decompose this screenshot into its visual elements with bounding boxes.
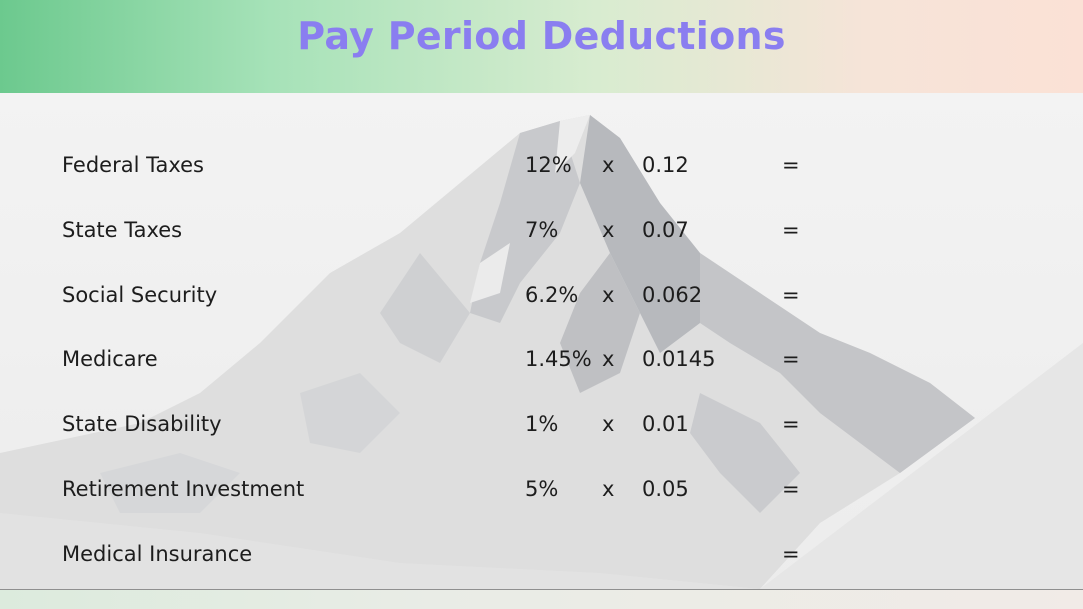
- deduction-label: Social Security: [62, 283, 218, 307]
- multiply-sign: x: [602, 412, 615, 436]
- deduction-decimal: 0.0145: [642, 347, 716, 371]
- deduction-percent: 5%: [525, 477, 559, 501]
- equals-sign: =: [782, 153, 800, 177]
- deduction-decimal: 0.01: [642, 412, 689, 436]
- deduction-row: State Disability 1% x 0.01 =: [0, 404, 1083, 444]
- equals-sign: =: [782, 218, 800, 242]
- deduction-label: Medical Insurance: [62, 542, 253, 566]
- equals-sign: =: [782, 283, 800, 307]
- deduction-row: Medical Insurance =: [0, 534, 1083, 574]
- page-title: Pay Period Deductions: [297, 14, 786, 58]
- deduction-decimal: 0.05: [642, 477, 689, 501]
- mountain-image: [0, 115, 1083, 589]
- equals-sign: =: [782, 477, 800, 501]
- deduction-row: State Taxes 7% x 0.07 =: [0, 210, 1083, 250]
- title-bar: [0, 0, 1083, 93]
- multiply-sign: x: [602, 218, 615, 242]
- deduction-decimal: 0.062: [642, 283, 703, 307]
- deduction-percent: 12%: [525, 153, 572, 177]
- multiply-sign: x: [602, 477, 615, 501]
- bottom-band: [0, 590, 1083, 609]
- deduction-percent: 1.45%: [525, 347, 592, 371]
- deduction-row: Social Security 6.2% x 0.062 =: [0, 275, 1083, 315]
- bottom-divider: [0, 589, 1083, 590]
- deduction-row: Medicare 1.45% x 0.0145 =: [0, 339, 1083, 379]
- deduction-decimal: 0.07: [642, 218, 689, 242]
- equals-sign: =: [782, 347, 800, 371]
- deduction-percent: 7%: [525, 218, 559, 242]
- multiply-sign: x: [602, 153, 615, 177]
- deduction-decimal: 0.12: [642, 153, 689, 177]
- deduction-label: State Taxes: [62, 218, 183, 242]
- deduction-row: Retirement Investment 5% x 0.05 =: [0, 469, 1083, 509]
- equals-sign: =: [782, 412, 800, 436]
- equals-sign: =: [782, 542, 800, 566]
- deduction-percent: 6.2%: [525, 283, 579, 307]
- deduction-row: Federal Taxes 12% x 0.12 =: [0, 145, 1083, 185]
- deduction-label: State Disability: [62, 412, 222, 436]
- deduction-percent: 1%: [525, 412, 559, 436]
- deduction-label: Retirement Investment: [62, 477, 305, 501]
- multiply-sign: x: [602, 283, 615, 307]
- deduction-label: Federal Taxes: [62, 153, 204, 177]
- multiply-sign: x: [602, 347, 615, 371]
- deduction-label: Medicare: [62, 347, 158, 371]
